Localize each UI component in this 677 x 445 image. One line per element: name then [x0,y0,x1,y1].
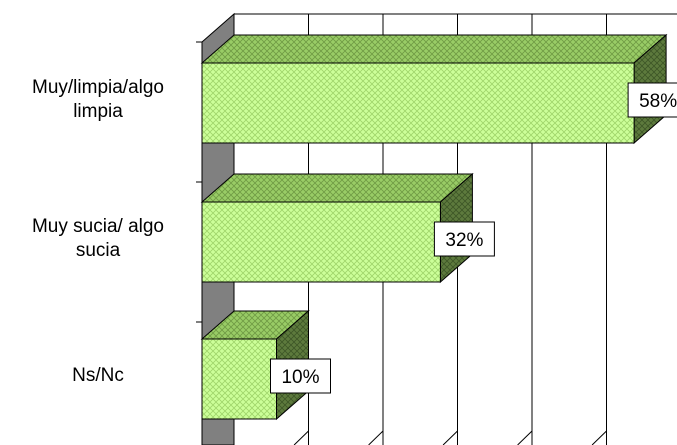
value-label: 58% [627,82,677,118]
bar-top-face [200,34,668,64]
category-label: Muy sucia/ algo sucia [32,216,164,261]
floor-tick [368,430,384,445]
value-label: 32% [433,221,495,257]
value-labels: 58% 32% 10% [270,82,677,394]
value-label: 10% [270,358,331,394]
category-label-line: limpia [73,101,123,122]
bar-front-face [201,338,277,420]
floor-tick [517,430,533,445]
value-label-text: 58% [639,91,677,112]
category-label-line: sucia [76,240,121,261]
value-label-box [433,221,495,257]
value-label-box [270,358,331,394]
value-label-text: 10% [281,367,319,388]
value-label-box [627,82,677,118]
bar-top-face [200,173,474,203]
category-label-line: Muy/limpia/algo [32,77,164,98]
category-labels: Muy/limpia/algo limpia Muy sucia/ algo suci… [32,77,164,386]
bar-front-face [201,62,635,144]
bar-front-face [201,201,441,283]
value-label-text: 32% [445,230,483,251]
category-label: Ns/Nc [72,365,124,386]
floor-tick [293,430,309,445]
bar [200,33,668,145]
category-label-line: Ns/Nc [72,365,124,386]
category-label: Muy/limpia/algo limpia [32,77,164,122]
category-label-line: Muy sucia/ algo [32,216,164,237]
floor-tick [442,430,458,445]
bar [200,172,474,284]
floor-tick [591,430,607,445]
